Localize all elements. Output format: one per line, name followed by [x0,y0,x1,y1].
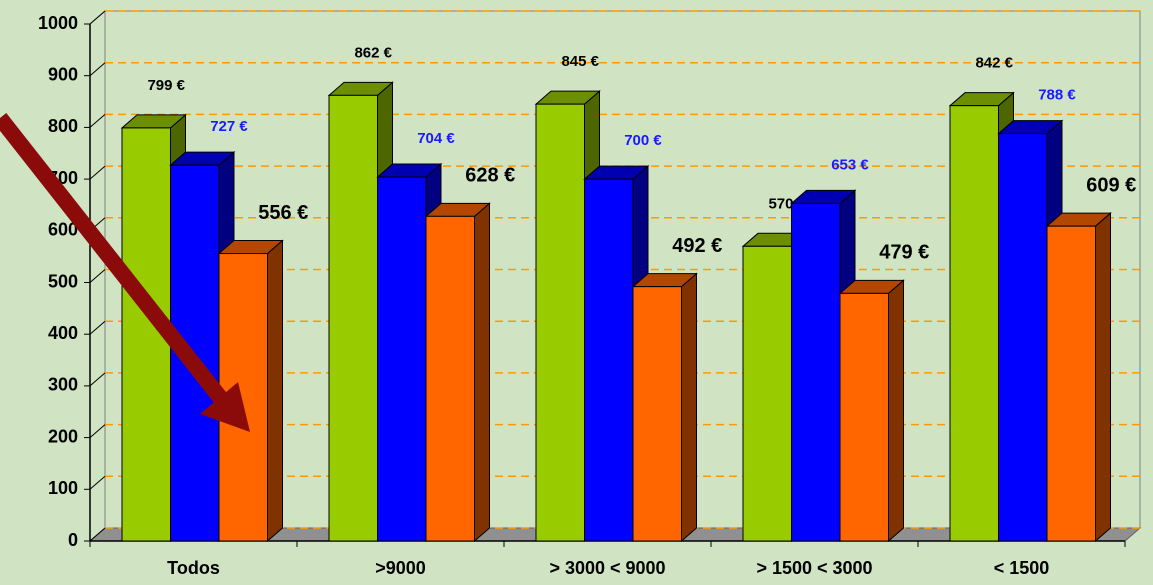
x-tick-label: Todos [167,558,220,578]
grid-line-side [89,269,106,283]
bar-side [1095,212,1111,543]
y-tick-label: 600 [48,220,78,240]
arrow [0,113,250,432]
value-label: 653 € [831,156,869,173]
y-tick-label: 0 [68,530,78,550]
bar [424,202,491,543]
value-label: 862 € [354,44,392,61]
y-tick-label: 800 [48,116,78,136]
bar-front [535,103,585,542]
value-label: 479 € [879,242,929,264]
y-tick-label: 300 [48,375,78,395]
value-label: 609 € [1086,174,1136,196]
bar-front [791,202,841,542]
grid-line-side [89,424,106,438]
value-label: 700 € [624,132,662,149]
y-tick-label: 900 [48,64,78,84]
x-tick-label: > 3000 < 9000 [549,558,665,578]
value-label: 628 € [465,165,515,187]
bar [838,279,905,543]
bar-front [328,94,378,542]
bar-front [425,215,475,542]
bar-front [377,176,427,542]
x-tick-label: > 1500 < 3000 [756,558,872,578]
y-tick-label: 1000 [38,13,78,33]
x-tick-label: < 1500 [994,558,1050,578]
value-label: 492 € [672,235,722,257]
grid-line-side [89,10,106,25]
bar-front [949,105,999,542]
grid-line-side [89,475,106,490]
value-label: 799 € [147,77,185,94]
y-tick-label: 400 [48,323,78,343]
arrow-head [200,382,250,432]
y-tick-label: 200 [48,426,78,446]
grid-line-side [89,165,106,180]
bar-front [1046,225,1096,542]
bar [1045,212,1112,543]
grid-line-side [89,527,106,542]
value-label: 842 € [975,55,1013,72]
grid-line-side [89,114,106,128]
bar-front [839,292,889,542]
y-tick-label: 100 [48,478,78,498]
bar-side [888,279,904,543]
value-label: 704 € [417,130,455,147]
value-label: 727 € [210,118,248,135]
value-label: 845 € [561,53,599,70]
grid-line-side [89,62,106,77]
bar [631,272,698,543]
bar-front [584,178,634,542]
bar-side [267,239,283,543]
grid-line-side [89,320,106,335]
bar-side [474,202,490,543]
value-label: 556 € [258,202,308,224]
arrow-shaft [0,113,229,405]
plot-area: 01002003004005006007008009001000Todos799… [38,9,1142,578]
bar-front [742,245,792,542]
grid-line-side [89,372,106,387]
bar-front [632,286,682,542]
bar-side [681,272,697,543]
y-tick-label: 500 [48,271,78,291]
bar-front [998,133,1048,542]
value-label: 788 € [1038,87,1076,104]
x-tick-label: >9000 [375,558,426,578]
